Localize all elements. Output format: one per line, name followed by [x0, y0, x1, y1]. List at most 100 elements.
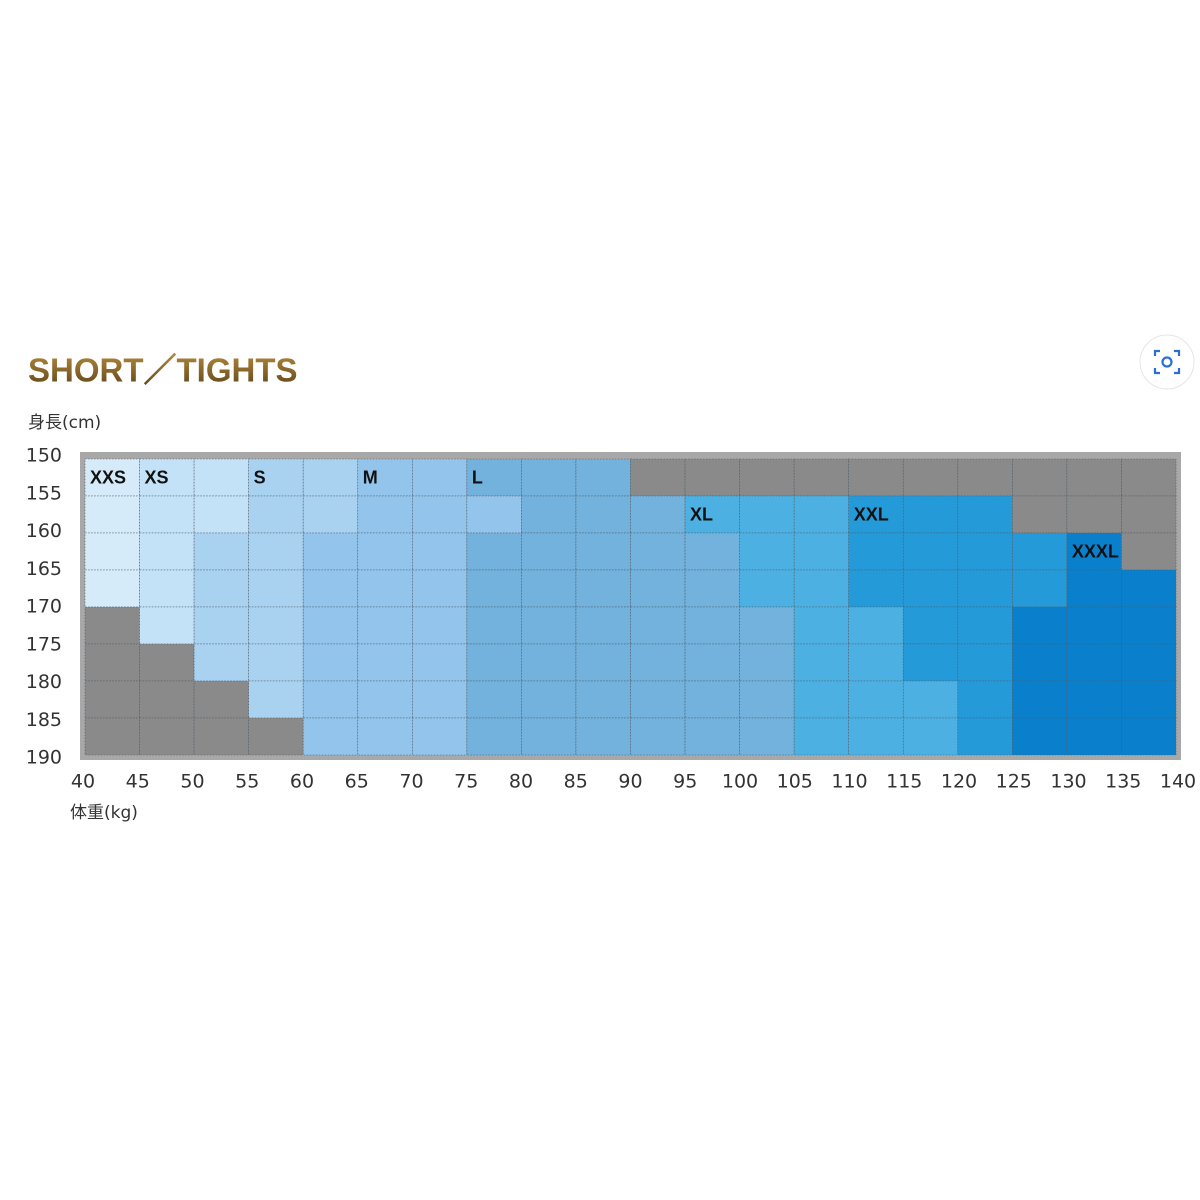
- grid-cell: [193, 680, 249, 719]
- grid-cell: [521, 569, 577, 608]
- grid-cell: [466, 717, 522, 756]
- grid-cell: [575, 643, 631, 682]
- grid-cell: [630, 458, 686, 497]
- grid-cell: [193, 717, 249, 756]
- grid-cell: [139, 643, 195, 682]
- grid-cell: [575, 606, 631, 645]
- x-tick-label: 70: [399, 771, 423, 793]
- grid-cell: [139, 569, 195, 608]
- grid-cell: [848, 458, 904, 497]
- lens-icon: [1153, 349, 1181, 375]
- size-label: XS: [145, 467, 169, 487]
- grid-cell: [411, 717, 468, 756]
- grid-cell: [1012, 717, 1068, 756]
- grid-cell: [902, 532, 959, 571]
- grid-cell: [793, 569, 850, 608]
- grid-cell: [357, 495, 413, 534]
- x-tick-label: 90: [618, 771, 642, 793]
- grid-cell: [684, 643, 740, 682]
- grid-cell: [357, 643, 413, 682]
- grid-cell: [848, 606, 904, 645]
- grid-cell: [1066, 717, 1122, 756]
- grid-cell: [957, 569, 1013, 608]
- grid-cell: [575, 717, 631, 756]
- grid-cell: [630, 717, 686, 756]
- y-tick-label: 170: [26, 596, 62, 618]
- grid-cell: [848, 495, 904, 534]
- size-label: XXL: [854, 504, 889, 524]
- grid-cell: [521, 606, 577, 645]
- grid-cell: [1012, 569, 1068, 608]
- grid-cell: [684, 495, 740, 534]
- grid-cell: [411, 680, 468, 719]
- grid-cell: [248, 717, 304, 756]
- grid-cell: [193, 606, 249, 645]
- grid-cell: [357, 680, 413, 719]
- grid-cell: [521, 458, 577, 497]
- grid-cell: [902, 458, 959, 497]
- grid-cell: [302, 680, 359, 719]
- grid-cell: [466, 680, 522, 719]
- grid-cell: [793, 458, 850, 497]
- grid-cell: [466, 569, 522, 608]
- grid-cell: [848, 569, 904, 608]
- x-tick-label: 50: [180, 771, 204, 793]
- x-tick-label: 115: [886, 771, 922, 793]
- x-tick-label: 135: [1105, 771, 1141, 793]
- grid-cell: [248, 495, 304, 534]
- x-tick-label: 110: [831, 771, 867, 793]
- x-tick-label: 85: [564, 771, 588, 793]
- grid-cell: [630, 680, 686, 719]
- grid-cell: [902, 569, 959, 608]
- grid-cell: [411, 643, 468, 682]
- grid-cell: [684, 458, 740, 497]
- grid-cell: [793, 495, 850, 534]
- grid-cell: [1012, 458, 1068, 497]
- grid-cell: [902, 680, 959, 719]
- size-label: M: [363, 467, 378, 487]
- grid-cell: [1066, 532, 1122, 571]
- grid-cell: [575, 532, 631, 571]
- grid-cell: [193, 495, 249, 534]
- grid-cell: [248, 532, 304, 571]
- grid-cell: [466, 532, 522, 571]
- lens-button-bg[interactable]: [1139, 334, 1195, 390]
- grid-cell: [521, 680, 577, 719]
- grid-cell: [739, 495, 795, 534]
- grid-cell: [357, 532, 413, 571]
- grid-cell: [1066, 569, 1122, 608]
- grid-cell: [902, 495, 959, 534]
- grid-cell: [248, 643, 304, 682]
- grid-cell: [302, 495, 359, 534]
- x-tick-label: 60: [290, 771, 314, 793]
- grid-cell: [1012, 532, 1068, 571]
- grid-cell: [684, 569, 740, 608]
- size-label: L: [472, 467, 483, 487]
- grid-cell: [793, 717, 850, 756]
- size-label: XXS: [90, 467, 126, 487]
- x-tick-label: 40: [71, 771, 95, 793]
- grid-cell: [466, 458, 522, 497]
- grid-cell: [739, 717, 795, 756]
- grid-cell: [1066, 458, 1122, 497]
- grid-cell: [84, 717, 140, 756]
- grid-cell: [848, 643, 904, 682]
- y-tick-label: 180: [26, 671, 62, 693]
- grid-cell: [1121, 495, 1177, 534]
- grid-cell: [411, 458, 468, 497]
- grid-cell: [957, 680, 1013, 719]
- grid-cell: [793, 680, 850, 719]
- x-tick-label: 80: [509, 771, 533, 793]
- grid-cell: [411, 606, 468, 645]
- grid-cell: [357, 717, 413, 756]
- grid-cell: [739, 606, 795, 645]
- grid-cell: [575, 495, 631, 534]
- grid-cell: [1012, 495, 1068, 534]
- grid-cell: [1121, 717, 1177, 756]
- lens-button[interactable]: [1139, 334, 1195, 390]
- grid-cell: [575, 458, 631, 497]
- grid-cell: [248, 458, 304, 497]
- grid-cell: [739, 569, 795, 608]
- y-tick-label: 190: [26, 747, 62, 769]
- grid-cell: [793, 532, 850, 571]
